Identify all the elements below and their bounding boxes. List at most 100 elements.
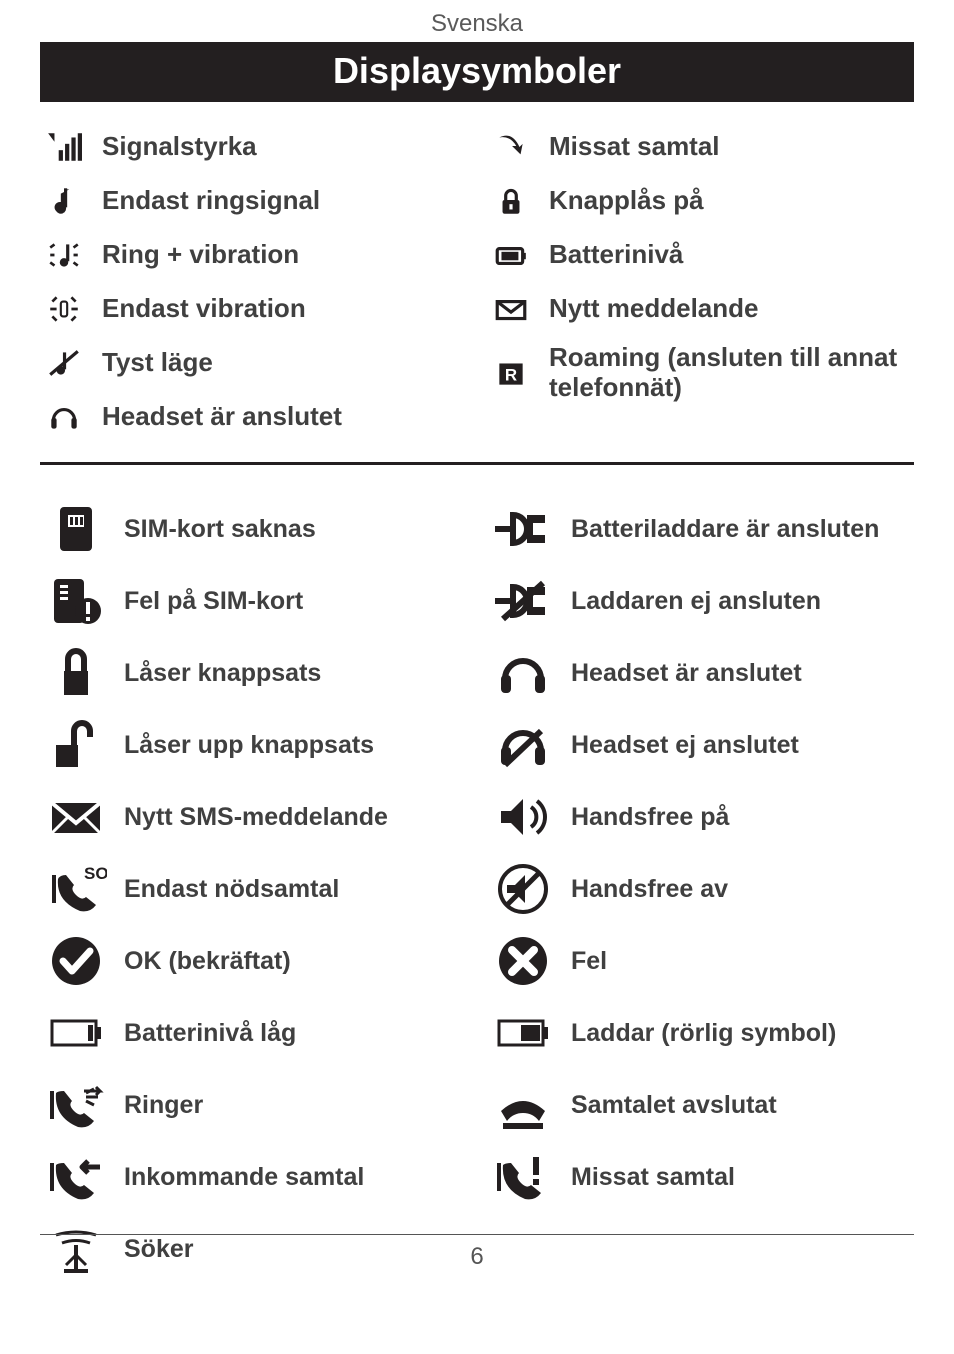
language-label: Svenska: [40, 0, 914, 42]
icon-label: Signalstyrka: [88, 132, 257, 162]
icon-row: Ring + vibration: [40, 228, 467, 282]
icon-row: Fel: [487, 925, 914, 997]
sim-error-icon: [40, 570, 112, 632]
icon-row: Endast ringsignal: [40, 174, 467, 228]
icon-label: OK (bekräftat): [112, 946, 291, 976]
charger-connected-icon: [487, 498, 559, 560]
note-vibration-icon: [40, 235, 88, 275]
icon-row: Samtalet avslutat: [487, 1069, 914, 1141]
headset-large-icon: [487, 642, 559, 704]
icon-row: Tyst läge: [40, 336, 467, 390]
padlock-icon: [487, 181, 535, 221]
section2-left-column: SIM-kort saknas Fel på SIM-kort Låser knap…: [40, 493, 467, 1285]
icon-row: Laddaren ej ansluten: [487, 565, 914, 637]
icon-label: Batterinivå: [535, 240, 683, 270]
icon-label: Headset är anslutet: [559, 658, 802, 688]
icon-label: Inkommande samtal: [112, 1162, 364, 1192]
icon-row: Headset är anslutet: [487, 637, 914, 709]
call-ended-icon: [487, 1074, 559, 1136]
battery-charging-icon: [487, 1002, 559, 1064]
icon-label: Ring + vibration: [88, 240, 299, 270]
icon-row: Knapplås på: [487, 174, 914, 228]
sos-phone-icon: [40, 858, 112, 920]
icon-label: Låser knappsats: [112, 658, 321, 688]
phone-ringing-icon: [40, 1074, 112, 1136]
icon-row: Handsfree av: [487, 853, 914, 925]
icon-row: Ringer: [40, 1069, 467, 1141]
vibration-only-icon: [40, 289, 88, 329]
icon-label: Endast nödsamtal: [112, 874, 339, 904]
icon-label: Missat samtal: [535, 132, 720, 162]
page: Svenska Displaysymboler Signalstyrka Enda…: [0, 0, 954, 1285]
icon-label: Handsfree på: [559, 802, 729, 832]
battery-small-icon: [487, 235, 535, 275]
envelope-small-icon: [487, 289, 535, 329]
phone-missed-icon: [487, 1146, 559, 1208]
icon-row: OK (bekräftat): [40, 925, 467, 997]
charger-disconnected-icon: [487, 570, 559, 632]
icon-label: Laddar (rörlig symbol): [559, 1018, 836, 1048]
icon-label: Missat samtal: [559, 1162, 735, 1192]
error-circle-icon: [487, 930, 559, 992]
checkmark-circle-icon: [40, 930, 112, 992]
icon-row: Inkommande samtal: [40, 1141, 467, 1213]
page-number: 6: [40, 1234, 914, 1271]
icon-label: Handsfree av: [559, 874, 728, 904]
icon-label: Headset är anslutet: [88, 402, 342, 432]
icon-label: SIM-kort saknas: [112, 514, 316, 544]
phone-incoming-icon: [40, 1146, 112, 1208]
icon-label: Laddaren ej ansluten: [559, 586, 821, 616]
icon-label: Fel: [559, 946, 607, 976]
icon-row: Nytt SMS-meddelande: [40, 781, 467, 853]
icon-label: Fel på SIM-kort: [112, 586, 303, 616]
handsfree-off-icon: [487, 858, 559, 920]
music-note-icon: [40, 181, 88, 221]
signal-bars-icon: [40, 127, 88, 167]
page-title: Displaysymboler: [40, 42, 914, 102]
icon-label: Endast vibration: [88, 294, 306, 324]
section1-left-column: Signalstyrka Endast ringsignal Ring + vibr…: [40, 120, 467, 444]
roaming-r-icon: [487, 353, 535, 393]
battery-low-icon: [40, 1002, 112, 1064]
icon-label: Endast ringsignal: [88, 186, 320, 216]
envelope-large-icon: [40, 786, 112, 848]
icon-row: SIM-kort saknas: [40, 493, 467, 565]
icon-label: Låser upp knappsats: [112, 730, 374, 760]
icon-row: Batteriladdare är ansluten: [487, 493, 914, 565]
section-1: Signalstyrka Endast ringsignal Ring + vibr…: [40, 102, 914, 465]
section1-right-column: Missat samtal Knapplås på Batterinivå Nytt …: [487, 120, 914, 444]
icon-row: Batterinivå: [487, 228, 914, 282]
icon-label: Batteriladdare är ansluten: [559, 514, 879, 544]
icon-label: Nytt meddelande: [535, 294, 759, 324]
icon-label: Ringer: [112, 1090, 203, 1120]
headset-small-icon: [40, 397, 88, 437]
icon-label: Knapplås på: [535, 186, 704, 216]
missed-arrow-icon: [487, 127, 535, 167]
section2-right-column: Batteriladdare är ansluten Laddaren ej an…: [487, 493, 914, 1285]
silent-icon: [40, 343, 88, 383]
icon-row: Laddar (rörlig symbol): [487, 997, 914, 1069]
icon-row: Signalstyrka: [40, 120, 467, 174]
icon-row: Låser knappsats: [40, 637, 467, 709]
icon-row: Handsfree på: [487, 781, 914, 853]
icon-row: Endast vibration: [40, 282, 467, 336]
sim-missing-icon: [40, 498, 112, 560]
icon-row: Nytt meddelande: [487, 282, 914, 336]
icon-label: Roaming (ansluten till annat telefonnät): [535, 343, 914, 403]
icon-row: Roaming (ansluten till annat telefonnät): [487, 336, 914, 410]
handsfree-on-icon: [487, 786, 559, 848]
icon-row: Endast nödsamtal: [40, 853, 467, 925]
icon-label: Tyst läge: [88, 348, 213, 378]
icon-row: Fel på SIM-kort: [40, 565, 467, 637]
icon-row: Låser upp knappsats: [40, 709, 467, 781]
section-2: SIM-kort saknas Fel på SIM-kort Låser knap…: [40, 465, 914, 1285]
icon-label: Batterinivå låg: [112, 1018, 296, 1048]
icon-row: Headset är anslutet: [40, 390, 467, 444]
icon-row: Missat samtal: [487, 120, 914, 174]
icon-row: Missat samtal: [487, 1141, 914, 1213]
lock-keypad-icon: [40, 642, 112, 704]
icon-row: Batterinivå låg: [40, 997, 467, 1069]
icon-label: Nytt SMS-meddelande: [112, 802, 388, 832]
icon-row: Headset ej anslutet: [487, 709, 914, 781]
icon-label: Samtalet avslutat: [559, 1090, 777, 1120]
